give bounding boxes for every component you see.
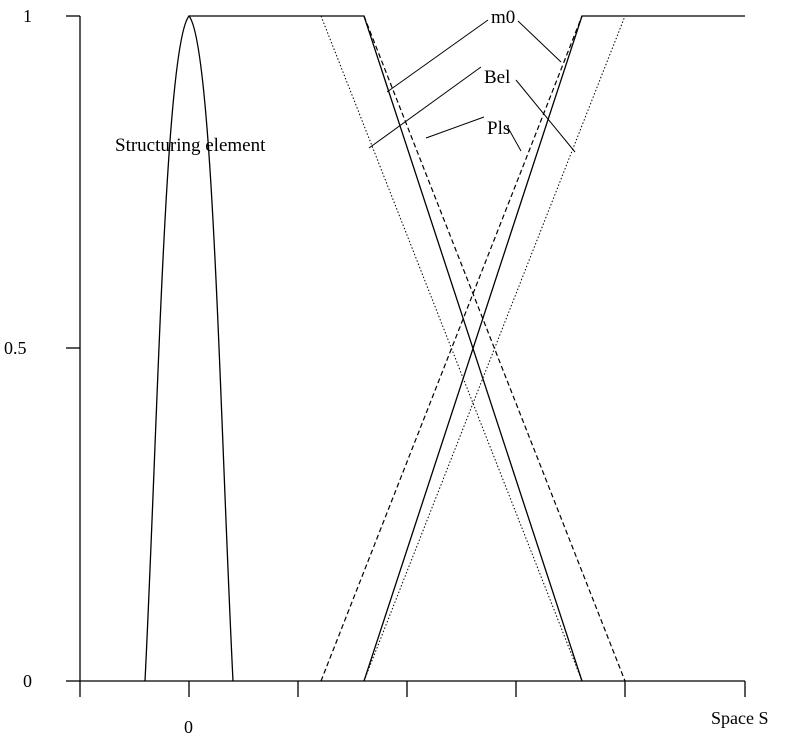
series-group [144, 14, 745, 682]
bel-leader-right [515, 79, 576, 153]
series-labels: m0 Bel Pls Structuring element [115, 7, 576, 156]
m0-label: m0 [491, 7, 515, 28]
pls-leader-right [506, 125, 522, 152]
m0-leader-right [517, 20, 562, 63]
x-tick-label-0: 0 [184, 717, 193, 737]
structuring-element-curve [144, 14, 234, 682]
pls-leader-left [425, 116, 485, 139]
y-tick-label-1: 1 [23, 6, 32, 26]
x-axis-title: Space S [711, 708, 769, 728]
y-tick-label-0: 0 [23, 671, 32, 691]
structuring-element-label: Structuring element [115, 135, 266, 156]
y-tick-label-0-5: 0.5 [4, 338, 27, 358]
x-axis: 0 Space S [79, 680, 769, 737]
pls-line-rising [320, 15, 583, 682]
pls-label: Pls [487, 118, 510, 139]
m0-line-rising [363, 15, 745, 682]
y-axis: 1 0.5 0 [4, 6, 81, 691]
bel-leader-left [368, 66, 482, 149]
m0-leader-left [386, 19, 489, 93]
pls-line-falling [363, 15, 626, 682]
m0-line-falling [189, 15, 583, 682]
bel-line-rising [363, 15, 626, 682]
bel-label: Bel [484, 67, 510, 88]
bel-line-falling [320, 15, 583, 682]
